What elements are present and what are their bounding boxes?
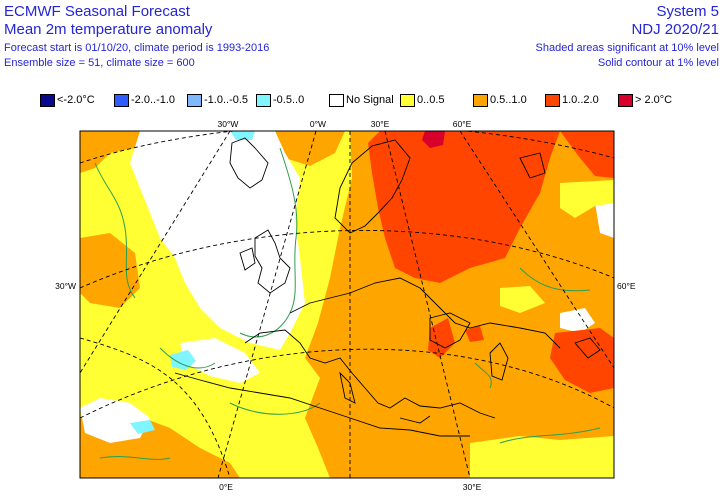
shade-1-to-2-central-asia — [550, 328, 614, 393]
temperature-anomaly-map: 30°W 0°W 30°E 60°E 0°E 30°E 30°W 60°E — [55, 119, 636, 492]
legend-swatch — [40, 93, 55, 107]
latitude-line — [80, 348, 614, 419]
tick-top-30w: 30°W — [218, 119, 239, 129]
legend-swatch — [545, 93, 560, 107]
contour-line — [229, 402, 321, 415]
map-frame — [79, 130, 615, 479]
shade-0-to-05-north — [560, 180, 614, 218]
legend-swatch — [114, 93, 129, 107]
coastline-scandinavia — [334, 139, 411, 234]
coastline-caspian — [489, 342, 509, 381]
legend-label: 0.5..1.0 — [490, 94, 527, 106]
contour-line — [239, 147, 298, 338]
tick-right-60e: 60°E — [617, 281, 636, 291]
ensemble-size-line: Ensemble size = 51, climate size = 600 — [4, 57, 195, 69]
tick-bottom-30e: 30°E — [463, 482, 482, 492]
coastline-ireland — [239, 247, 256, 271]
legend-swatch — [400, 93, 415, 107]
shade-no-signal-northeast — [595, 198, 614, 238]
legend-item-minus-1-to-minus-05: -1.0..-0.5 — [187, 92, 248, 108]
tick-left-30w: 30°W — [55, 281, 76, 291]
legend-label: 0..0.5 — [417, 94, 445, 106]
shade-1-to-2-siberia — [560, 131, 614, 178]
coastline-north-africa — [174, 372, 470, 437]
coastline-mediterranean-north — [244, 329, 496, 419]
longitude-line — [80, 337, 231, 478]
significance-1-note: Solid contour at 1% level — [597, 57, 719, 69]
tick-top-0w: 0°W — [310, 119, 326, 129]
contour-line — [159, 347, 216, 369]
longitude-line — [459, 131, 614, 369]
contour-line — [474, 362, 492, 389]
significance-10-note: Shaded areas significant at 10% level — [535, 42, 719, 54]
legend-swatch — [187, 93, 202, 107]
legend-swatch — [329, 93, 344, 107]
coastline-black-sea — [429, 312, 471, 349]
legend-swatch — [256, 93, 271, 107]
contour-line — [99, 456, 171, 460]
tick-top-30e: 30°E — [371, 119, 390, 129]
shade-above-2-patch — [422, 131, 445, 148]
anomaly-shading — [80, 131, 614, 478]
legend-item-0-to-05: 0..0.5 — [400, 92, 445, 108]
shade-0-to-05-southeast — [470, 436, 614, 478]
map-subtitle: Mean 2m temperature anomaly — [4, 21, 213, 38]
legend-item-above-2: > 2.0°C — [618, 92, 672, 108]
forecast-start-line: Forecast start is 01/10/20, climate peri… — [4, 42, 270, 54]
shade-no-signal-atlantic — [130, 131, 305, 350]
coastline-north-europe — [289, 277, 561, 349]
shade-1-to-2-black-sea — [428, 318, 455, 358]
contour-line — [519, 267, 591, 292]
shade-05-to-1-atlantic — [80, 233, 140, 308]
color-legend: <-2.0°C -2.0..-1.0 -1.0..-0.5 -0.5..0 No… — [40, 92, 720, 108]
shade-no-signal-east — [560, 308, 595, 333]
system-label: System 5 — [656, 3, 719, 20]
shade-minus-05-patch-iberia — [170, 350, 196, 370]
legend-item-1-to-2: 1.0..2.0 — [545, 92, 599, 108]
shade-05-to-1-northwest — [80, 131, 150, 173]
coastline-britain — [254, 229, 291, 294]
legend-item-05-to-1: 0.5..1.0 — [473, 92, 527, 108]
significance-contours — [94, 147, 601, 460]
legend-item-below-minus-2: <-2.0°C — [40, 92, 95, 108]
legend-swatch — [473, 93, 488, 107]
legend-label: -0.5..0 — [273, 94, 305, 106]
legend-item-minus-2-to-minus-1: -2.0..-1.0 — [114, 92, 175, 108]
legend-label: > 2.0°C — [635, 94, 673, 106]
legend-label: -1.0..-0.5 — [204, 94, 249, 106]
legend-label: 1.0..2.0 — [562, 94, 599, 106]
coastline-lake — [574, 337, 601, 359]
coastlines — [174, 137, 601, 437]
shade-05-to-1-north — [270, 131, 345, 166]
coastline-italy — [339, 371, 356, 404]
shade-minus-05-patch-south — [130, 420, 155, 434]
shade-1-to-2-russia — [368, 131, 560, 283]
legend-label: <-2.0°C — [57, 94, 95, 106]
shade-0-to-05-east — [500, 286, 545, 313]
legend-item-no-signal: No Signal — [329, 92, 394, 108]
season-label: NDJ 2020/21 — [631, 21, 719, 38]
legend-item-minus-05-to-0: -0.5..0 — [256, 92, 304, 108]
longitude-line — [80, 131, 231, 374]
contour-line — [94, 162, 136, 299]
shade-1-to-2-caspian — [465, 326, 484, 342]
legend-swatch — [618, 93, 633, 107]
map-title: ECMWF Seasonal Forecast — [4, 3, 190, 20]
shade-minus-05-patch-north — [230, 131, 255, 140]
legend-label: -2.0..-1.0 — [131, 94, 176, 106]
coastline-greece — [399, 415, 431, 424]
shade-no-signal-iberia — [180, 338, 260, 383]
coastline-iceland — [229, 137, 269, 189]
contour-line — [499, 427, 601, 444]
graticule — [80, 131, 614, 478]
tick-bottom-0e: 0°E — [219, 482, 233, 492]
longitude-line — [384, 131, 471, 478]
coastline-novaya-zemlya — [519, 152, 546, 179]
legend-label: No Signal — [346, 94, 394, 106]
tick-top-60e: 60°E — [453, 119, 472, 129]
shade-no-signal-southwest — [80, 398, 150, 443]
latitude-line — [80, 230, 614, 289]
